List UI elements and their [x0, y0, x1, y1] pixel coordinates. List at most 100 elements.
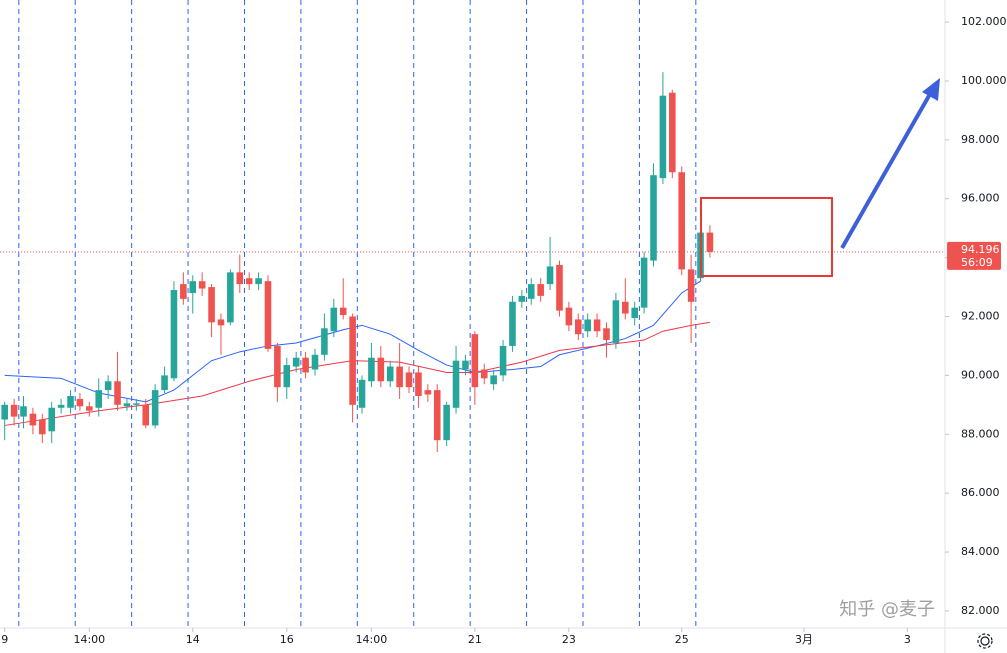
candle-body: [20, 406, 27, 417]
candle-body: [114, 381, 121, 405]
y-tick-label: 92.000: [961, 310, 1000, 323]
candle-body: [574, 319, 582, 335]
moving-average: [4, 321, 711, 426]
candle-body: [490, 375, 497, 385]
x-tick-label: 14: [186, 633, 200, 646]
candle-body: [76, 398, 84, 407]
candle-body: [687, 269, 695, 302]
last-price-label: 94.196: [961, 243, 1000, 256]
candle-body: [565, 307, 573, 326]
candle-body: [706, 232, 714, 252]
candle-body: [396, 366, 403, 388]
y-tick-label: 100.000: [961, 74, 1007, 87]
candle-body: [640, 257, 648, 308]
y-tick-label: 88.000: [961, 427, 1000, 440]
plot-area: [0, 0, 945, 628]
countdown-label: 56:09: [961, 256, 993, 269]
x-tick-label: 3: [904, 633, 911, 646]
candle-body: [245, 278, 253, 285]
y-tick-label: 96.000: [961, 192, 1000, 205]
candle-body: [292, 357, 300, 367]
candle-body: [386, 366, 394, 382]
x-tick-label: 16: [280, 633, 294, 646]
candle-body: [29, 413, 37, 426]
candle-body: [339, 307, 347, 316]
x-tick-label: 14:00: [356, 633, 388, 646]
candle-body: [556, 264, 563, 311]
candle-body: [142, 404, 150, 426]
candle-body: [264, 281, 272, 349]
candle-body: [39, 419, 46, 435]
candle-body: [452, 360, 460, 408]
y-tick-label: 98.000: [961, 133, 1000, 146]
last-price-box: [947, 241, 1001, 270]
y-tick-label: 82.000: [961, 604, 1000, 617]
candle-body: [189, 281, 197, 293]
candle-body: [527, 284, 535, 299]
y-tick-label: 86.000: [961, 486, 1000, 499]
x-tick-label: 3月: [795, 633, 813, 646]
candle-body: [57, 404, 65, 408]
candle-body: [471, 334, 479, 388]
candle-body: [443, 404, 450, 441]
candle-body: [302, 357, 309, 373]
watermark: 知乎 @麦子: [839, 599, 935, 620]
candle-body: [499, 345, 507, 376]
candle-body: [377, 357, 385, 382]
candle-body: [151, 390, 159, 426]
settings-icon[interactable]: [977, 633, 993, 649]
x-tick-label: 21: [468, 633, 482, 646]
candle-body: [537, 284, 544, 296]
candle-body: [180, 284, 187, 299]
candle-body: [104, 381, 112, 391]
candle-body: [669, 92, 676, 173]
candle-body: [659, 95, 667, 179]
candle-body: [95, 390, 103, 408]
candle-body: [349, 316, 356, 405]
trend-arrow: [840, 93, 932, 249]
candle-body: [161, 375, 168, 391]
x-tick-label: 25: [675, 633, 689, 646]
x-tick-label: 23: [562, 633, 576, 646]
candle-body: [631, 307, 638, 318]
candle-body: [415, 372, 422, 396]
candle-body: [170, 290, 178, 379]
candle-body: [622, 301, 629, 314]
candle-body: [217, 319, 225, 326]
y-tick-label: 102.000: [961, 15, 1007, 28]
x-tick-label: 9: [1, 633, 8, 646]
candle-body: [123, 403, 131, 407]
candle-body: [274, 345, 281, 388]
candle-body: [67, 395, 74, 408]
candle-body: [208, 287, 215, 323]
candle-body: [612, 300, 620, 344]
candle-body: [480, 369, 488, 379]
candle-body: [330, 307, 338, 332]
candle-body: [358, 379, 366, 408]
candle-body: [283, 365, 291, 388]
candle-body: [509, 301, 516, 346]
candle-body: [1, 404, 8, 420]
x-tick-label: 14:00: [73, 633, 105, 646]
trend-arrow-head: [922, 78, 940, 101]
candle-body: [593, 319, 601, 332]
candle-body: [424, 390, 432, 395]
candle-body: [462, 360, 469, 370]
candle-body: [650, 175, 657, 261]
candle-body: [236, 272, 244, 285]
candle-body: [48, 407, 56, 432]
candle-body: [603, 328, 610, 341]
candle-body: [433, 390, 441, 441]
candle-body: [368, 357, 375, 382]
candle-body: [255, 278, 262, 285]
highlight-box: [700, 197, 833, 277]
candle-body: [86, 406, 93, 411]
candle-body: [133, 403, 140, 405]
candle-body: [546, 266, 554, 285]
candle-body: [405, 372, 413, 388]
y-tick-label: 84.000: [961, 545, 1000, 558]
candle-body: [227, 272, 234, 323]
candle-body: [678, 172, 686, 270]
